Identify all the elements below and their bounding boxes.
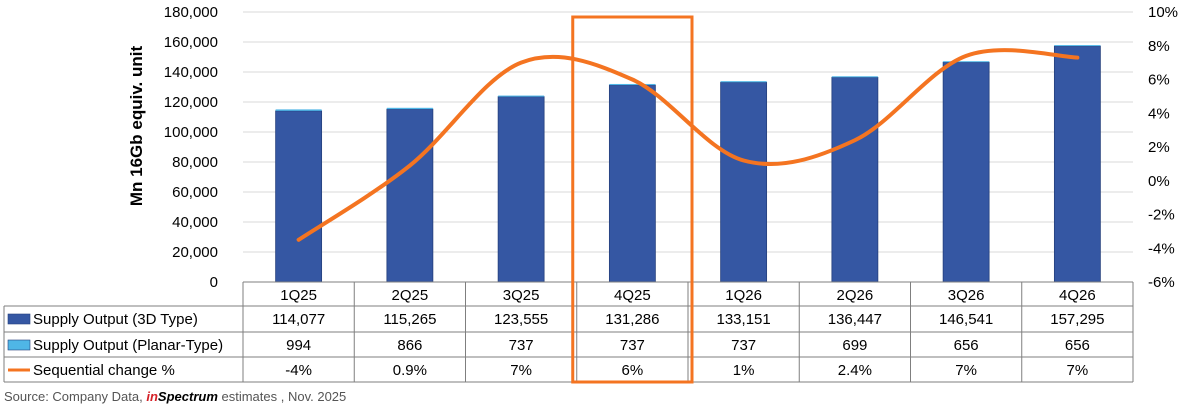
bar-3d-3Q25	[497, 96, 545, 283]
data-label: 7%	[510, 362, 532, 379]
bar-planar-3Q25	[498, 95, 545, 97]
bar-3d-4Q26	[1053, 45, 1101, 283]
y-tick-label: 140,000	[164, 64, 218, 81]
data-label: 115,265	[383, 311, 436, 328]
x-tick-label: 4Q25	[614, 287, 651, 304]
y2-tick-label: 10%	[1148, 4, 1178, 21]
x-tick-label: 4Q26	[1059, 287, 1096, 304]
data-label: 7%	[1067, 362, 1089, 379]
x-tick-label: 2Q25	[392, 287, 429, 304]
y-tick-label: 40,000	[172, 214, 218, 231]
x-tick-label: 3Q25	[503, 287, 540, 304]
legend-entry: Sequential change %	[33, 362, 175, 379]
bar-3d-2Q26	[831, 76, 879, 283]
brand-in: in	[146, 389, 158, 404]
sequential-change-line	[296, 48, 1080, 242]
y2-tick-label: 8%	[1148, 38, 1170, 55]
data-label: 737	[731, 337, 756, 354]
data-label: 157,295	[1050, 311, 1104, 328]
x-tick-label: 1Q25	[280, 287, 317, 304]
data-label: 737	[620, 337, 645, 354]
data-label: 0.9%	[393, 362, 427, 379]
y-tick-label: 20,000	[172, 244, 218, 261]
line-series	[296, 48, 1080, 242]
bar-planar-1Q26	[720, 81, 767, 83]
data-label: -4%	[285, 362, 312, 379]
bar-3d-4Q25	[608, 84, 656, 283]
y-tick-label: 0	[210, 274, 218, 291]
y2-tick-label: -4%	[1148, 240, 1175, 257]
bar-planar-4Q26	[1054, 45, 1101, 47]
data-label: 133,151	[717, 311, 771, 328]
bar-3d-1Q25	[275, 110, 323, 283]
y-axis-title: Mn 16Gb equiv. unit	[127, 46, 146, 207]
data-label: 146,541	[939, 311, 993, 328]
y-tick-label: 100,000	[164, 124, 218, 141]
bar-planar-2Q25	[386, 107, 433, 110]
data-label: 994	[286, 337, 311, 354]
data-label: 1%	[733, 362, 755, 379]
grid-lines	[243, 11, 1133, 283]
legend-swatch	[7, 313, 31, 325]
y-tick-label: 80,000	[172, 154, 218, 171]
data-label: 2.4%	[838, 362, 872, 379]
data-label: 737	[509, 337, 534, 354]
bar-planar-2Q26	[831, 76, 878, 78]
source-prefix: Source: Company Data,	[4, 389, 147, 404]
bar-planar-4Q25	[609, 83, 656, 86]
data-table: 1Q25 2Q25 3Q25 4Q25 1Q26 2Q26 3Q26 4Q26 Supply O…	[3, 281, 1134, 383]
data-label: 656	[954, 337, 979, 354]
y-tick-label: 60,000	[172, 184, 218, 201]
y2-tick-label: 0%	[1148, 173, 1170, 190]
data-label: 7%	[955, 362, 977, 379]
legend-swatch	[7, 339, 31, 351]
y2-tick-label: -6%	[1148, 274, 1175, 291]
y2-tick-label: 4%	[1148, 105, 1170, 122]
y-axis-ticks: 180,000 160,000 140,000 120,000 100,000 80,00…	[164, 4, 218, 291]
data-label: 656	[1065, 337, 1090, 354]
data-label: 6%	[622, 362, 644, 379]
bar-planar-3Q26	[943, 61, 990, 63]
data-label: 131,286	[605, 311, 659, 328]
y-tick-label: 160,000	[164, 34, 218, 51]
source-note: Source: Company Data, inSpectrum estimat…	[4, 389, 346, 404]
highlight-box	[571, 15, 694, 384]
data-label: 866	[397, 337, 422, 354]
x-tick-label: 1Q26	[725, 287, 762, 304]
data-label: 123,555	[494, 311, 548, 328]
y-tick-label: 180,000	[164, 4, 218, 21]
bar-3d-3Q26	[942, 61, 990, 283]
y2-tick-label: -2%	[1148, 207, 1175, 224]
y2-axis-ticks: 10% 8% 6% 4% 2% 0% -2% -4% -6%	[1148, 4, 1178, 291]
bar-planar-1Q25	[275, 109, 322, 111]
brand-rest: Spectrum	[157, 389, 218, 404]
y-tick-label: 120,000	[164, 94, 218, 111]
source-suffix: estimates , Nov. 2025	[217, 389, 347, 404]
chart: 180,000 160,000 140,000 120,000 100,000 80,00…	[3, 4, 1178, 384]
legend-entry: Supply Output (3D Type)	[33, 311, 198, 328]
bar-3d-1Q26	[720, 81, 768, 283]
bar-3d-2Q25	[386, 108, 434, 283]
data-label: 136,447	[828, 311, 882, 328]
x-tick-label: 2Q26	[837, 287, 874, 304]
y2-tick-label: 2%	[1148, 139, 1170, 156]
legend-entry: Supply Output (Planar-Type)	[33, 337, 223, 354]
data-label: 699	[842, 337, 867, 354]
y2-tick-label: 6%	[1148, 72, 1170, 89]
data-label: 114,077	[272, 311, 325, 328]
bar-series	[275, 45, 1101, 283]
x-tick-label: 3Q26	[948, 287, 985, 304]
